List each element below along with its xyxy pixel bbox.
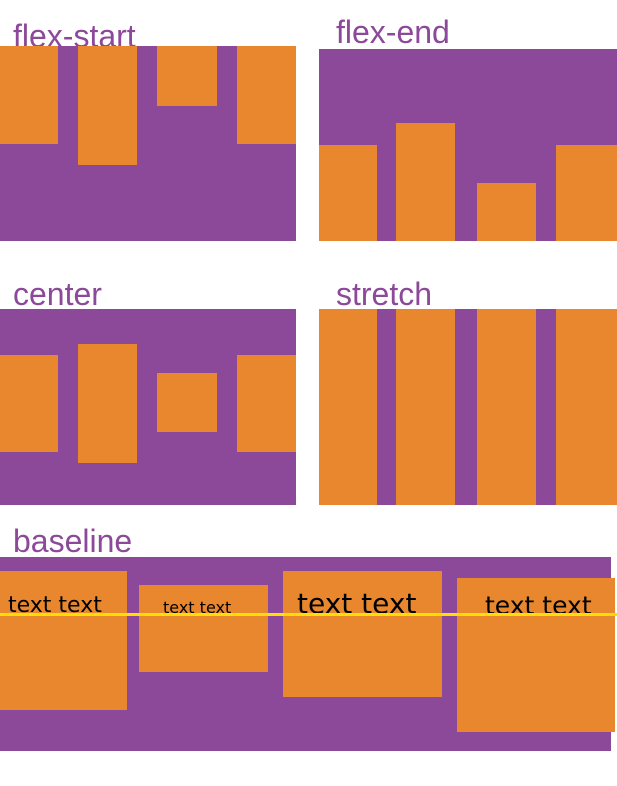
flex-item xyxy=(157,46,217,106)
flex-item: text text xyxy=(0,571,127,710)
flex-item xyxy=(556,145,617,241)
flex-item xyxy=(0,46,58,144)
item-text: text text xyxy=(8,593,102,618)
flex-item xyxy=(396,309,455,505)
flex-item xyxy=(396,123,455,241)
panel-label-baseline: baseline xyxy=(13,523,133,559)
flex-container-flex-start xyxy=(0,46,296,241)
flex-item xyxy=(237,46,296,144)
flex-item xyxy=(477,183,536,241)
item-text: text text xyxy=(297,587,417,620)
flex-item xyxy=(319,145,377,241)
flex-container-baseline: text text text text text text text text xyxy=(0,557,615,751)
flex-item xyxy=(237,355,296,452)
flex-item xyxy=(477,309,536,505)
flex-item xyxy=(319,309,377,505)
panel-label-stretch: stretch xyxy=(336,276,433,312)
item-text: text text xyxy=(163,598,232,617)
baseline-marker-line xyxy=(0,613,617,616)
flex-container-center xyxy=(0,309,296,505)
flex-item: text text xyxy=(283,571,442,697)
flex-container-flex-end xyxy=(319,49,617,241)
panel-label-flex-end: flex-end xyxy=(336,14,450,50)
panel-label-center: center xyxy=(13,276,102,312)
flex-item xyxy=(0,355,58,452)
flex-container-stretch xyxy=(319,309,617,505)
flex-item xyxy=(78,344,137,463)
flex-item xyxy=(556,309,617,505)
flex-item xyxy=(78,46,137,165)
flex-item xyxy=(157,373,217,432)
flex-item: text text xyxy=(139,585,268,672)
flex-item: text text xyxy=(457,578,615,732)
